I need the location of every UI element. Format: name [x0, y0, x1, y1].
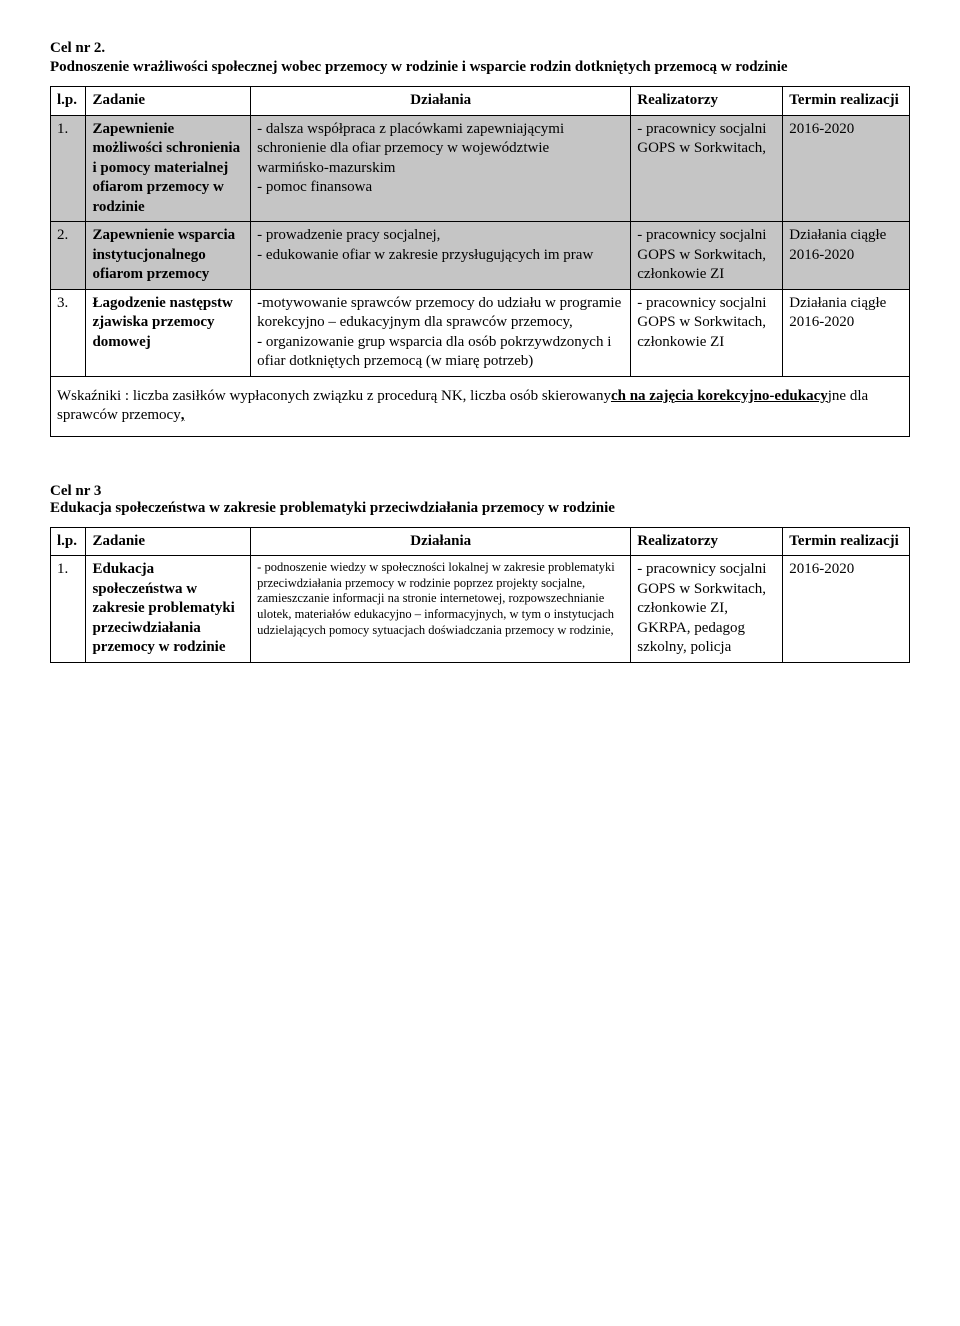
- table-header-row: l.p. Zadanie Działania Realizatorzy Term…: [51, 87, 910, 116]
- cell-term: 2016-2020: [783, 556, 910, 663]
- cell-num: 1.: [51, 115, 86, 222]
- header-real: Realizatorzy: [631, 87, 783, 116]
- cell-task: Łagodzenie następstw zjawiska przemocy d…: [86, 289, 251, 376]
- cel2-table: l.p. Zadanie Działania Realizatorzy Term…: [50, 86, 910, 437]
- header-action: Działania: [251, 527, 631, 556]
- cel3-table: l.p. Zadanie Działania Realizatorzy Term…: [50, 527, 910, 663]
- cell-real: - pracownicy socjalni GOPS w Sorkwitach,…: [631, 222, 783, 290]
- table-header-row: l.p. Zadanie Działania Realizatorzy Term…: [51, 527, 910, 556]
- cel3-title: Cel nr 3: [50, 483, 910, 500]
- cel2-subtitle: Podnoszenie wrażliwości społecznej wobec…: [50, 59, 910, 76]
- cell-real: - pracownicy socjalni GOPS w Sorkwitach,…: [631, 556, 783, 663]
- indicator-comma: ,: [181, 407, 185, 423]
- header-task: Zadanie: [86, 87, 251, 116]
- cel3-subtitle: Edukacja społeczeństwa w zakresie proble…: [50, 500, 910, 517]
- cell-action: - dalsza współpraca z placówkami zapewni…: [251, 115, 631, 222]
- cell-real: - pracownicy socjalni GOPS w Sorkwitach,: [631, 115, 783, 222]
- table-row: 1. Zapewnienie możliwości schronienia i …: [51, 115, 910, 222]
- cell-term: Działania ciągłe 2016-2020: [783, 222, 910, 290]
- cell-term: 2016-2020: [783, 115, 910, 222]
- cell-num: 3.: [51, 289, 86, 376]
- header-task: Zadanie: [86, 527, 251, 556]
- cell-task: Zapewnienie wsparcia instytucjonalnego o…: [86, 222, 251, 290]
- table-row: 3. Łagodzenie następstw zjawiska przemoc…: [51, 289, 910, 376]
- cell-num: 1.: [51, 556, 86, 663]
- indicator-pre: Wskaźniki : liczba zasiłków wypłaconych …: [57, 388, 611, 404]
- indicator-bold: ch na zajęcia korekcyjno-edukacy: [611, 388, 828, 404]
- cell-action: - prowadzenie pracy socjalnej, - edukowa…: [251, 222, 631, 290]
- cell-task: Edukacja społeczeństwa w zakresie proble…: [86, 556, 251, 663]
- header-action: Działania: [251, 87, 631, 116]
- table-row: 1. Edukacja społeczeństwa w zakresie pro…: [51, 556, 910, 663]
- table-indicator-row: Wskaźniki : liczba zasiłków wypłaconych …: [51, 376, 910, 436]
- header-real: Realizatorzy: [631, 527, 783, 556]
- cell-term: Działania ciągłe 2016-2020: [783, 289, 910, 376]
- table-row: 2. Zapewnienie wsparcia instytucjonalneg…: [51, 222, 910, 290]
- cell-action: - podnoszenie wiedzy w społeczności loka…: [251, 556, 631, 663]
- header-lp: l.p.: [51, 87, 86, 116]
- cell-num: 2.: [51, 222, 86, 290]
- header-term: Termin realizacji: [783, 87, 910, 116]
- header-lp: l.p.: [51, 527, 86, 556]
- cel2-title: Cel nr 2.: [50, 40, 910, 57]
- cell-action: -motywowanie sprawców przemocy do udział…: [251, 289, 631, 376]
- header-term: Termin realizacji: [783, 527, 910, 556]
- cell-task: Zapewnienie możliwości schronienia i pom…: [86, 115, 251, 222]
- cell-real: - pracownicy socjalni GOPS w Sorkwitach,…: [631, 289, 783, 376]
